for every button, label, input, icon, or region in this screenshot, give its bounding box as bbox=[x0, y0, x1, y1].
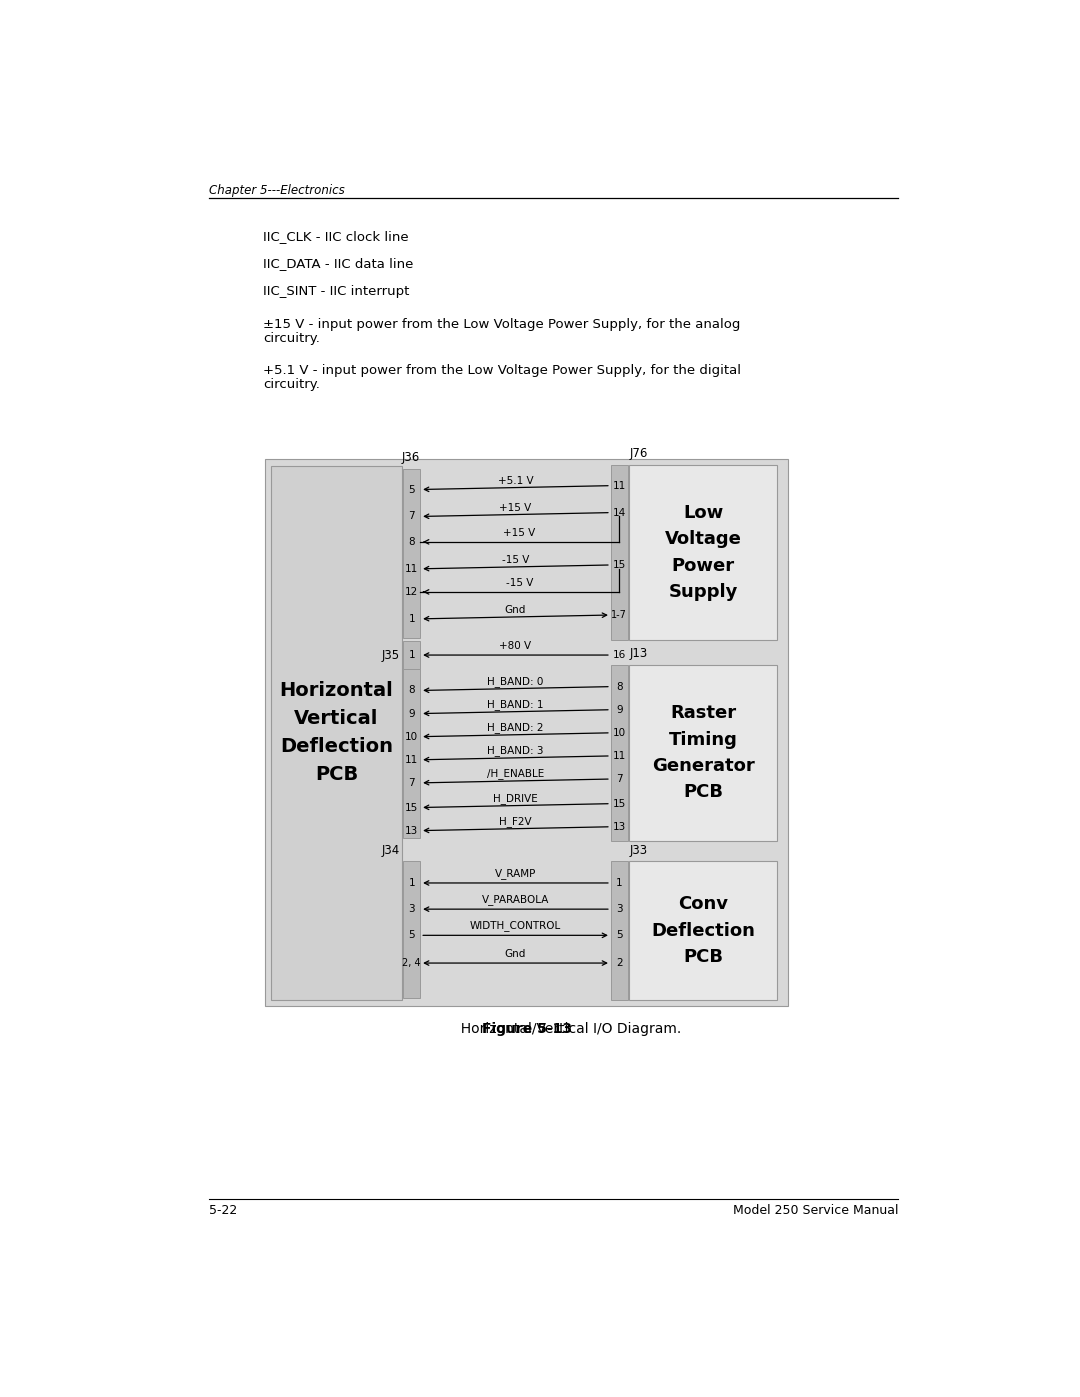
Text: H_BAND: 2: H_BAND: 2 bbox=[487, 722, 543, 733]
Text: H_BAND: 0: H_BAND: 0 bbox=[487, 676, 543, 686]
Text: Low
Voltage
Power
Supply: Low Voltage Power Supply bbox=[664, 504, 742, 601]
Text: Model 250 Service Manual: Model 250 Service Manual bbox=[733, 1204, 899, 1218]
Bar bbox=[611, 465, 627, 640]
Text: V_RAMP: V_RAMP bbox=[495, 868, 536, 879]
Text: 13: 13 bbox=[612, 821, 626, 831]
Text: 16: 16 bbox=[612, 650, 626, 659]
Text: J33: J33 bbox=[630, 844, 648, 856]
Text: +15 V: +15 V bbox=[499, 503, 531, 513]
Text: Gnd: Gnd bbox=[504, 949, 526, 960]
Text: 7: 7 bbox=[408, 511, 415, 521]
Text: +5.1 V: +5.1 V bbox=[498, 475, 534, 486]
Text: J76: J76 bbox=[630, 447, 648, 460]
Text: 10: 10 bbox=[612, 728, 626, 738]
Text: Horizontal/Vertical I/O Diagram.: Horizontal/Vertical I/O Diagram. bbox=[453, 1023, 681, 1037]
Text: circuitry.: circuitry. bbox=[262, 332, 320, 345]
Text: H_DRIVE: H_DRIVE bbox=[494, 792, 538, 803]
Text: IIC_CLK - IIC clock line: IIC_CLK - IIC clock line bbox=[262, 229, 408, 243]
Text: 3: 3 bbox=[616, 904, 623, 914]
Text: 7: 7 bbox=[616, 774, 623, 784]
Text: H_BAND: 3: H_BAND: 3 bbox=[487, 745, 543, 756]
Text: 1: 1 bbox=[408, 877, 415, 888]
Text: 1: 1 bbox=[408, 650, 415, 659]
Text: 8: 8 bbox=[616, 682, 623, 692]
Text: 2: 2 bbox=[616, 958, 623, 968]
Text: IIC_SINT - IIC interrupt: IIC_SINT - IIC interrupt bbox=[262, 285, 409, 298]
Text: 1-7: 1-7 bbox=[611, 610, 627, 620]
Text: 3: 3 bbox=[408, 904, 415, 914]
Text: +5.1 V - input power from the Low Voltage Power Supply, for the digital: +5.1 V - input power from the Low Voltag… bbox=[262, 365, 741, 377]
Text: -15 V: -15 V bbox=[505, 578, 534, 588]
Text: -15 V: -15 V bbox=[502, 555, 529, 564]
Text: J34: J34 bbox=[382, 844, 400, 856]
Text: 2, 4: 2, 4 bbox=[403, 958, 421, 968]
Bar bbox=[403, 641, 420, 669]
Bar bbox=[403, 862, 420, 999]
Bar bbox=[611, 665, 627, 841]
Bar bbox=[630, 665, 777, 841]
Bar bbox=[611, 862, 627, 1000]
Text: 8: 8 bbox=[408, 536, 415, 546]
Text: Horizontal
Vertical
Deflection
PCB: Horizontal Vertical Deflection PCB bbox=[280, 682, 393, 784]
Text: 11: 11 bbox=[612, 752, 626, 761]
Text: 5: 5 bbox=[616, 930, 623, 940]
Text: 15: 15 bbox=[612, 560, 626, 570]
Text: +80 V: +80 V bbox=[499, 641, 531, 651]
Bar bbox=[630, 465, 777, 640]
Text: 12: 12 bbox=[405, 587, 418, 597]
Text: 7: 7 bbox=[408, 778, 415, 788]
Text: 5: 5 bbox=[408, 930, 415, 940]
Text: 10: 10 bbox=[405, 732, 418, 742]
Text: J35: J35 bbox=[382, 648, 400, 662]
Bar bbox=[630, 862, 777, 1000]
Text: circuitry.: circuitry. bbox=[262, 379, 320, 391]
Text: 5-22: 5-22 bbox=[208, 1204, 237, 1218]
Text: 1: 1 bbox=[616, 877, 623, 888]
Bar bbox=[266, 460, 788, 1006]
Text: Figure 5-13: Figure 5-13 bbox=[482, 1023, 571, 1037]
Text: 8: 8 bbox=[408, 686, 415, 696]
Bar bbox=[403, 469, 420, 638]
Text: 5: 5 bbox=[408, 485, 415, 495]
Text: /H_ENABLE: /H_ENABLE bbox=[487, 768, 544, 780]
Text: J13: J13 bbox=[630, 647, 648, 661]
Text: 14: 14 bbox=[612, 507, 626, 518]
Text: ±15 V - input power from the Low Voltage Power Supply, for the analog: ±15 V - input power from the Low Voltage… bbox=[262, 319, 740, 331]
Text: 15: 15 bbox=[405, 802, 418, 813]
Text: IIC_DATA - IIC data line: IIC_DATA - IIC data line bbox=[262, 257, 414, 271]
Bar bbox=[271, 465, 402, 1000]
Bar bbox=[403, 669, 420, 838]
Text: Gnd: Gnd bbox=[504, 605, 526, 615]
Text: J36: J36 bbox=[402, 451, 420, 464]
Text: 9: 9 bbox=[408, 708, 415, 718]
Text: Raster
Timing
Generator
PCB: Raster Timing Generator PCB bbox=[651, 704, 755, 802]
Text: H_F2V: H_F2V bbox=[499, 816, 531, 827]
Text: 13: 13 bbox=[405, 826, 418, 835]
Text: 9: 9 bbox=[616, 704, 623, 715]
Text: WIDTH_CONTROL: WIDTH_CONTROL bbox=[470, 921, 562, 932]
Text: +15 V: +15 V bbox=[503, 528, 536, 538]
Text: 11: 11 bbox=[405, 754, 418, 764]
Text: 11: 11 bbox=[405, 564, 418, 574]
Text: V_PARABOLA: V_PARABOLA bbox=[482, 894, 550, 905]
Text: 1: 1 bbox=[408, 613, 415, 624]
Text: Chapter 5---Electronics: Chapter 5---Electronics bbox=[208, 184, 345, 197]
Text: Conv
Deflection
PCB: Conv Deflection PCB bbox=[651, 895, 755, 967]
Text: H_BAND: 1: H_BAND: 1 bbox=[487, 698, 543, 710]
Text: 11: 11 bbox=[612, 481, 626, 490]
Text: 15: 15 bbox=[612, 799, 626, 809]
